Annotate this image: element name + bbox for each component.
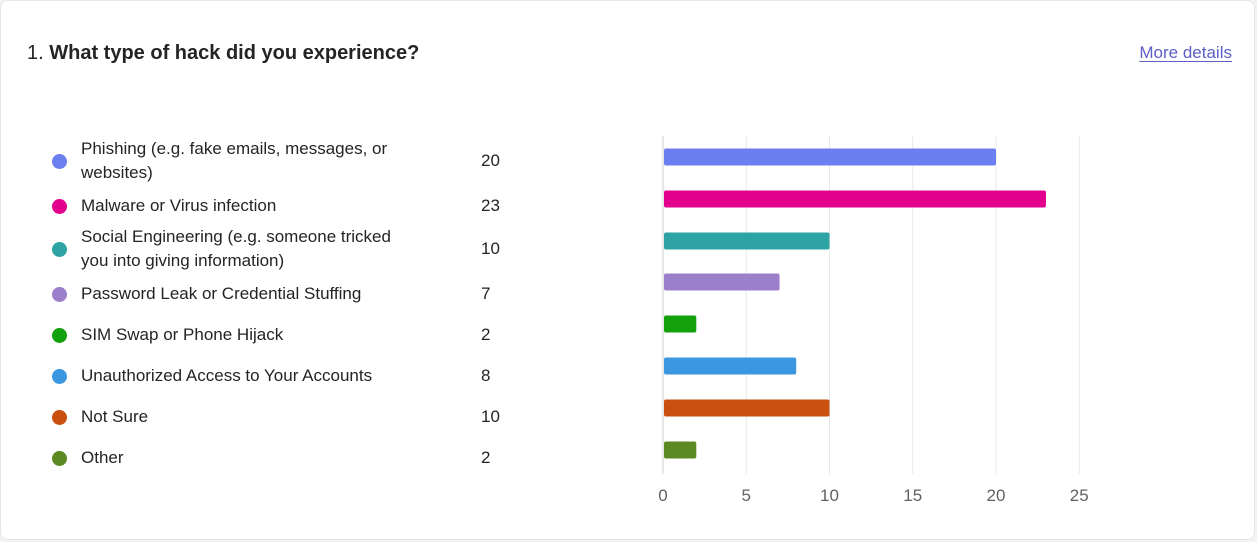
legend-item: Social Engineering (e.g. someone tricked… <box>1 225 561 273</box>
legend-count: 23 <box>481 196 500 215</box>
bar[interactable] <box>664 315 697 333</box>
x-tick-label: 20 <box>987 486 1006 505</box>
legend-color-dot <box>52 153 67 169</box>
legend-item: Malware or Virus infection 23 <box>1 194 561 218</box>
legend-item: Password Leak or Credential Stuffing 7 <box>1 282 561 306</box>
question-text: What type of hack did you experience? <box>49 42 420 64</box>
legend-color-dot <box>52 409 67 425</box>
legend-label: Social Engineering (e.g. someone tricked… <box>81 227 391 270</box>
legend-count: 20 <box>481 151 500 170</box>
question-title: 1. What type of hack did you experience? <box>27 39 419 67</box>
legend-color-dot <box>52 241 67 257</box>
bar[interactable] <box>664 232 830 250</box>
bar[interactable] <box>664 357 797 375</box>
legend-count: 10 <box>481 239 500 258</box>
question-number: 1. <box>27 42 44 64</box>
legend-item: Other 2 <box>1 446 561 470</box>
bar[interactable] <box>664 441 697 459</box>
legend-color-dot <box>52 286 67 302</box>
legend-item: SIM Swap or Phone Hijack 2 <box>1 323 561 347</box>
legend-count: 8 <box>481 366 491 385</box>
legend-label: Phishing (e.g. fake emails, messages, or… <box>81 139 388 182</box>
legend-color-dot <box>52 327 67 343</box>
bar[interactable] <box>664 273 780 291</box>
more-details-link[interactable]: More details <box>1139 43 1232 62</box>
legend-color-dot <box>52 450 67 466</box>
legend-label: Unauthorized Access to Your Accounts <box>81 366 373 385</box>
legend-label: Malware or Virus infection <box>81 196 277 215</box>
legend-label: Other <box>81 448 124 467</box>
legend-label: Password Leak or Credential Stuffing <box>81 284 362 303</box>
legend-count: 10 <box>481 407 500 426</box>
legend-color-dot <box>52 198 67 214</box>
legend-item: Not Sure 10 <box>1 405 561 429</box>
x-tick-label: 0 <box>658 486 667 505</box>
x-tick-label: 15 <box>903 486 922 505</box>
legend-color-dot <box>52 368 67 384</box>
bar[interactable] <box>664 190 1046 208</box>
legend-count: 7 <box>481 284 491 303</box>
bar[interactable] <box>664 148 996 166</box>
legend-count: 2 <box>481 448 491 467</box>
legend-label: SIM Swap or Phone Hijack <box>81 325 284 344</box>
bar[interactable] <box>664 399 830 417</box>
x-tick-label: 5 <box>742 486 751 505</box>
legend-label: Not Sure <box>81 407 149 426</box>
x-tick-label: 25 <box>1070 486 1089 505</box>
legend-item: Unauthorized Access to Your Accounts 8 <box>1 364 561 388</box>
legend-item: Phishing (e.g. fake emails, messages, or… <box>1 137 561 185</box>
chart-legend: Phishing (e.g. fake emails, messages, or… <box>1 1 561 541</box>
x-tick-label: 10 <box>820 486 839 505</box>
legend-count: 2 <box>481 325 491 344</box>
